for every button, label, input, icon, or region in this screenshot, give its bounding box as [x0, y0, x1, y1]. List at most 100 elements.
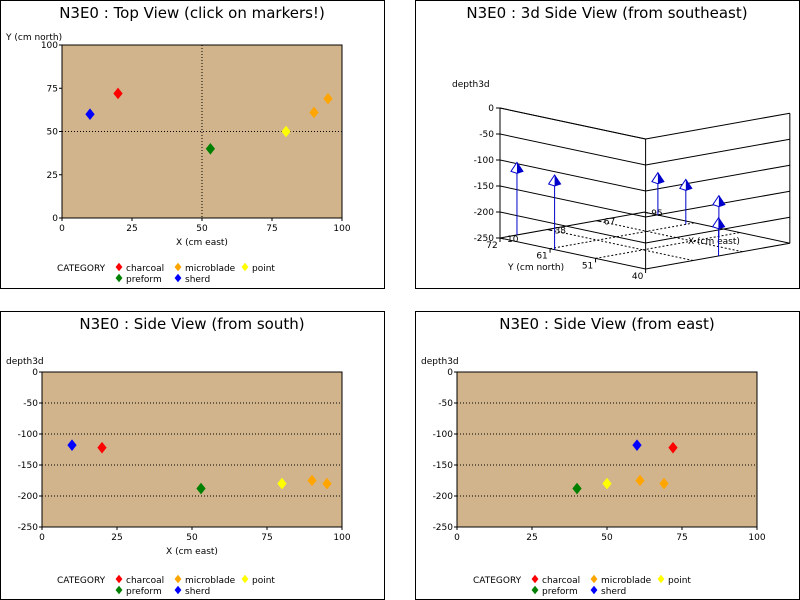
legend-marker-sherd[interactable] [590, 585, 598, 595]
x-tick-label: 100 [333, 533, 350, 543]
y-tick-label: -150 [433, 461, 454, 471]
legend-marker-preform[interactable] [531, 585, 539, 595]
wall-gridline [645, 242, 790, 270]
x-tick-label: 75 [676, 533, 687, 543]
plot-area [456, 371, 758, 528]
x-tick-label: 75 [261, 533, 272, 543]
data-point-microblade[interactable] [307, 474, 317, 487]
floor-gridline [596, 220, 743, 253]
x-tick [596, 220, 601, 223]
y-tick-label: 0 [447, 368, 453, 378]
data-point-point[interactable] [277, 477, 287, 490]
data-point-3d-shade [685, 179, 692, 191]
legend: CATEGORY charcoal microblade point preform sh… [473, 574, 691, 597]
chart-side-view-south: N3E0 : Side View (from south) 0 25 50 75 100 0… [0, 311, 385, 600]
x-tick-label: 95 [651, 209, 662, 219]
y-tick-label: -50 [23, 399, 38, 409]
data-point-charcoal[interactable] [113, 87, 123, 100]
data-point-3d-shade [718, 217, 725, 229]
legend-label-sherd: sherd [185, 275, 210, 285]
data-point-sherd[interactable] [85, 108, 95, 121]
chart-top-view: N3E0 : Top View (click on markers!) 0 25 50… [0, 0, 385, 289]
legend-marker-preform[interactable] [115, 273, 123, 283]
legend-marker-microblade[interactable] [174, 262, 182, 272]
legend-marker-point[interactable] [657, 574, 665, 584]
floor-gridline [549, 222, 695, 250]
data-point-point[interactable] [281, 125, 291, 138]
legend-marker-charcoal[interactable] [115, 262, 123, 272]
legend-marker-sherd[interactable] [174, 585, 182, 595]
y-tick-label: 40 [632, 272, 644, 282]
x-tick-label: 50 [186, 533, 198, 543]
data-point-3d-shade [554, 175, 561, 186]
y-axis-label: depth3d [421, 357, 459, 367]
z-tick-label: -100 [474, 156, 495, 166]
legend-marker-microblade[interactable] [174, 574, 182, 584]
y-tick-label: -100 [18, 430, 39, 440]
data-point-sherd[interactable] [67, 439, 77, 451]
wall-gridline [499, 133, 646, 166]
x-tick-label: 0 [454, 533, 460, 543]
legend-marker-point[interactable] [241, 262, 249, 272]
data-point-sherd[interactable] [632, 439, 642, 451]
data-point-3d-shade [718, 195, 725, 207]
legend-marker-sherd[interactable] [174, 273, 182, 283]
legend-label-sherd: sherd [185, 587, 210, 597]
data-point-preform[interactable] [196, 482, 206, 495]
y-tick-label: -250 [433, 523, 454, 533]
y-tick-label: -150 [18, 461, 39, 471]
legend-label-preform: preform [542, 587, 578, 597]
legend-label-charcoal: charcoal [126, 264, 164, 274]
data-point-3d-shade [657, 172, 664, 184]
legend-label-microblade: microblade [601, 576, 652, 586]
x-tick-label: 10 [507, 235, 519, 245]
legend-title: CATEGORY [57, 264, 106, 274]
legend-marker-preform[interactable] [115, 585, 123, 595]
wall-gridline [645, 138, 790, 166]
legend-title: CATEGORY [473, 576, 522, 586]
data-point-charcoal[interactable] [97, 441, 107, 454]
data-point-preform[interactable] [205, 142, 216, 155]
chart-title: N3E0 : Top View (click on markers!) [59, 4, 325, 22]
y-tick-label: 75 [47, 84, 58, 94]
z-tick-label: -50 [479, 130, 494, 140]
legend-marker-charcoal[interactable] [115, 574, 123, 584]
y-tick-label: 61 [536, 252, 547, 262]
legend-title: CATEGORY [57, 576, 106, 586]
wall-edge [499, 107, 646, 140]
floor-gridline [595, 232, 740, 259]
z-tick-label: -250 [474, 234, 495, 244]
x-tick-label: 50 [601, 533, 613, 543]
y-axis-label: depth3d [6, 357, 44, 367]
data-point-point[interactable] [602, 477, 612, 490]
legend-marker-point[interactable] [241, 574, 249, 584]
chart-title: N3E0 : 3d Side View (from southeast) [466, 4, 747, 22]
data-point-microblade[interactable] [322, 477, 332, 490]
x-tick [499, 237, 505, 240]
legend-label-charcoal: charcoal [542, 576, 580, 586]
legend-marker-charcoal[interactable] [531, 574, 539, 584]
y-axis-label: Y (cm north) [5, 33, 62, 43]
chart-title: N3E0 : Side View (from south) [79, 315, 304, 333]
x-tick-label: 100 [333, 224, 350, 234]
x-tick-label: 25 [111, 533, 122, 543]
y-tick-label: 100 [41, 41, 58, 51]
legend-label-sherd: sherd [601, 587, 626, 597]
data-point-charcoal[interactable] [668, 441, 678, 454]
y-tick-label: 72 [486, 241, 497, 251]
y-axis-label: Y (cm north) [507, 263, 564, 273]
x-tick-label: 38 [555, 226, 567, 236]
y-tick-label: -250 [18, 523, 39, 533]
data-point-microblade[interactable] [659, 477, 669, 490]
x-tick-label: 25 [526, 533, 537, 543]
data-point-microblade[interactable] [309, 106, 319, 119]
x-tick-label: 75 [266, 224, 277, 234]
data-point-microblade[interactable] [635, 474, 645, 487]
data-point-preform[interactable] [572, 482, 582, 495]
panel-border [415, 0, 800, 289]
legend-label-point: point [668, 576, 691, 586]
legend-marker-microblade[interactable] [590, 574, 598, 584]
data-point-microblade[interactable] [323, 92, 333, 105]
x-tick-label: 0 [39, 533, 45, 543]
wall-gridline [499, 159, 646, 192]
